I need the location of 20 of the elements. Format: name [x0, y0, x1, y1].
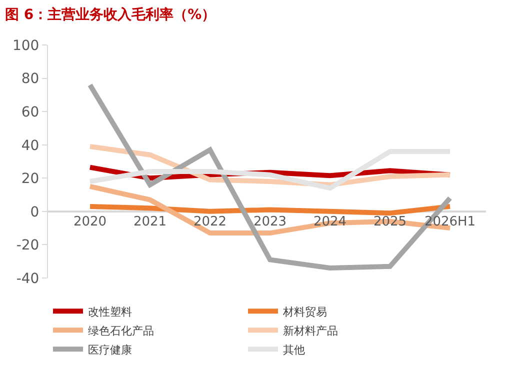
x-tick-label: 2022 — [193, 214, 227, 230]
x-tick-label: 2023 — [253, 214, 287, 230]
legend-label: 其他 — [283, 343, 305, 356]
y-tick-label: 60 — [21, 104, 40, 120]
legend-label: 材料贸易 — [282, 305, 327, 318]
legend-label: 绿色石化产品 — [88, 324, 154, 338]
legend-label: 新材料产品 — [283, 324, 338, 338]
y-tick-label: -40 — [16, 270, 40, 287]
legend-label: 医疗健康 — [88, 343, 132, 356]
x-tick-label: 2020 — [73, 214, 107, 230]
y-tick-label: 20 — [21, 171, 40, 188]
y-tick-label: 80 — [21, 71, 40, 88]
x-tick-label: 2026H1 — [424, 214, 476, 230]
chart-title: 图 6：主营业务收入毛利率（%） — [5, 6, 216, 24]
y-tick-label: -20 — [16, 238, 40, 254]
y-tick-label: 40 — [21, 138, 40, 154]
legend-label: 改性塑料 — [88, 305, 132, 318]
y-tick-label: 100 — [12, 38, 40, 54]
y-tick-label: 0 — [30, 204, 40, 220]
x-tick-label: 2021 — [133, 214, 167, 230]
